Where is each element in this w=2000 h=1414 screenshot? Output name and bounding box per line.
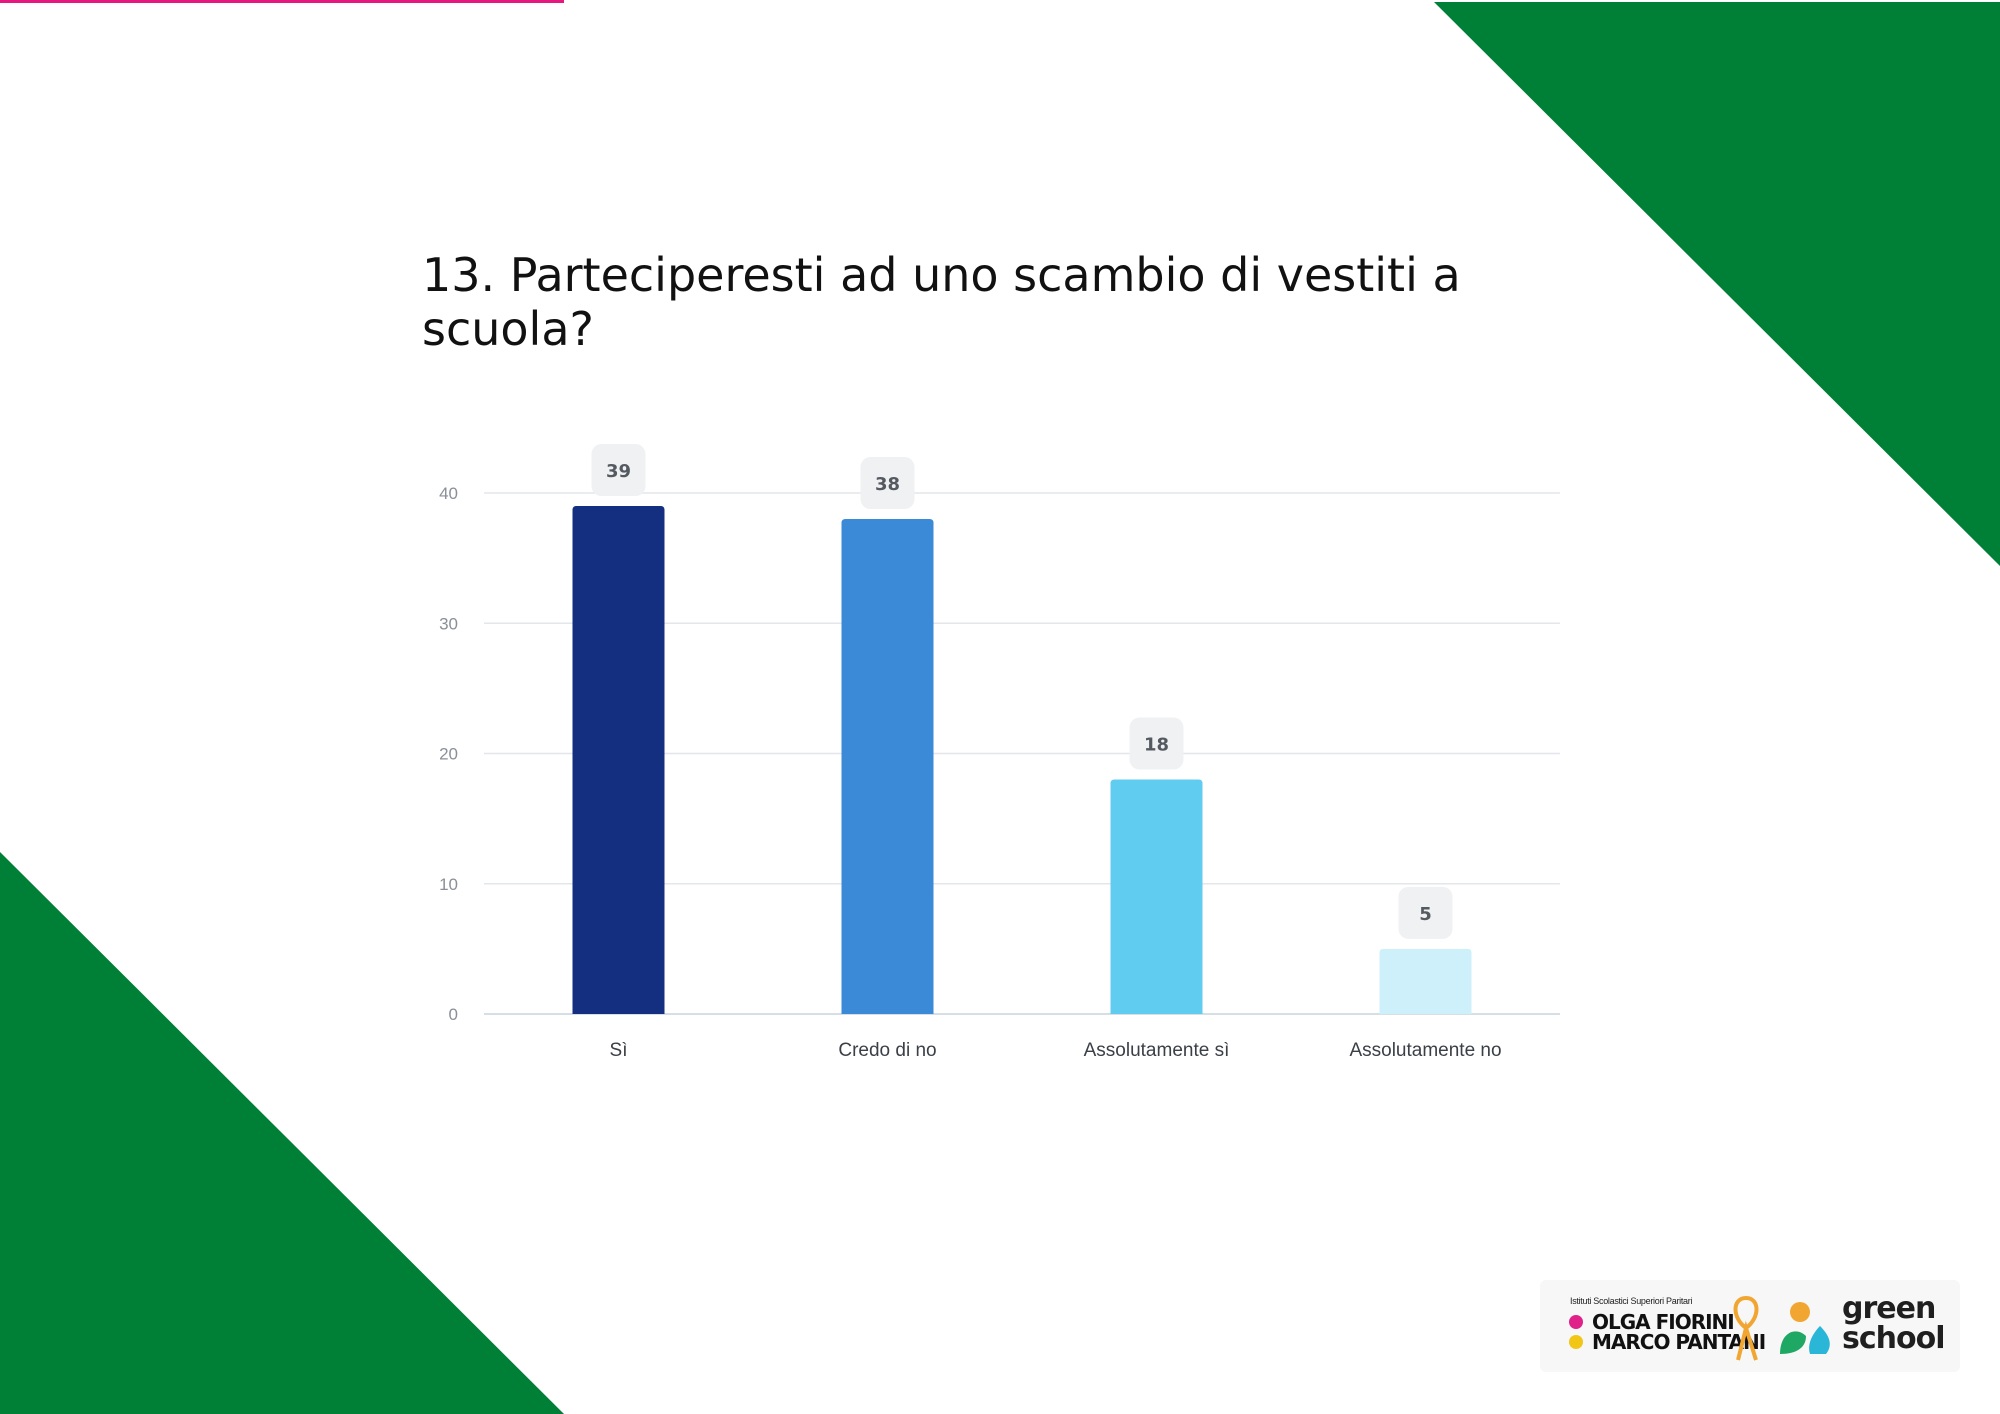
x-tick-label: Credo di no (838, 1040, 936, 1061)
x-tick-label: Sì (610, 1040, 628, 1061)
bar (1110, 779, 1203, 1014)
top-accent-line (0, 0, 564, 3)
data-label-box (860, 457, 915, 510)
data-label: 38 (875, 474, 900, 495)
slide-title: 13. Parteciperesti ad uno scambio di ves… (422, 248, 1461, 356)
green-school-word-2: school (1842, 1321, 1946, 1356)
bar (841, 519, 934, 1014)
school-logo-caption: Istituti Scolastici Superiori Paritari (1570, 1296, 1693, 1306)
logos-area: Istituti Scolastici Superiori Paritari O… (1540, 1280, 1960, 1372)
x-tick-label: Assolutamente no (1349, 1040, 1501, 1061)
data-label-box (1398, 886, 1453, 939)
ribbon-logo-icon (1733, 1295, 1759, 1361)
school-logo-icon (1569, 1315, 1583, 1349)
data-label: 5 (1419, 904, 1432, 925)
y-tick-label: 0 (449, 1005, 458, 1024)
y-tick-label: 10 (439, 875, 458, 894)
school-logo-name-1: OLGA FIORINI (1592, 1310, 1735, 1334)
top-right-green-triangle (1434, 2, 2000, 566)
data-label-box (1129, 717, 1184, 770)
green-school-icon (1780, 1302, 1830, 1354)
y-tick-label: 20 (439, 745, 458, 764)
bar (1379, 948, 1472, 1014)
bottom-left-green-triangle (0, 852, 564, 1414)
green-school-word-1: green (1842, 1291, 1936, 1326)
data-label: 18 (1144, 735, 1169, 756)
bar-chart: 0 10 20 30 40 39 Sì 38 Credo di no 18 Assolutament… (439, 444, 1560, 1061)
bar (572, 506, 665, 1014)
school-logo-name-2: MARCO PANTANI (1592, 1330, 1766, 1354)
data-label-box (591, 444, 646, 497)
y-tick-label: 30 (439, 614, 458, 633)
y-tick-label: 40 (439, 484, 458, 503)
x-tick-label: Assolutamente sì (1084, 1040, 1230, 1061)
data-label: 39 (606, 461, 631, 482)
